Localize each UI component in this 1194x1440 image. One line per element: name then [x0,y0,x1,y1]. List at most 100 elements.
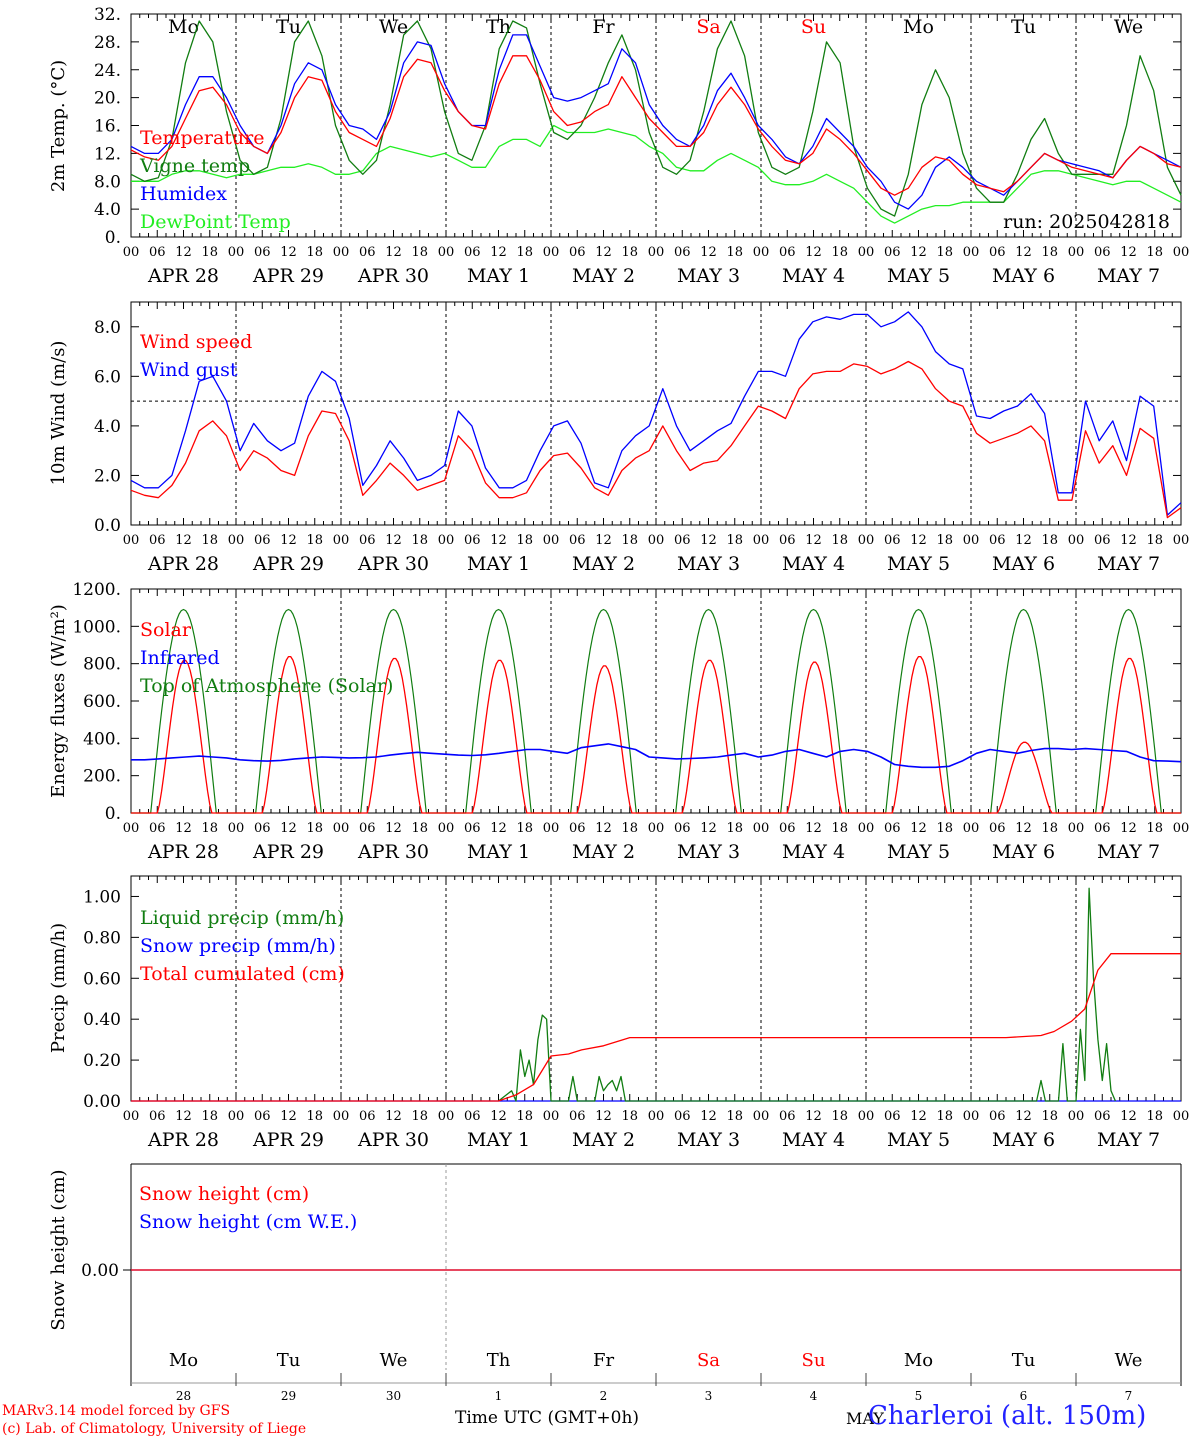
panel-1-hour-label: 06 [1094,245,1111,260]
panel-2-date-label: MAY 1 [467,553,530,575]
panel-1-ytick-label: 32. [94,5,121,25]
panel-1-hour-label: 12 [1120,245,1137,260]
panel-2-hour-label: 06 [464,533,481,548]
panel-1-hour-label: 06 [989,245,1006,260]
panel-2-hour-label: 06 [989,533,1006,548]
panel-4-hour-label: 12 [805,1109,822,1124]
series-liquid-precip-mm-h-line [498,887,1116,1102]
panel-4-hour-label: 18 [726,1109,743,1124]
panel-1-hour-label: 18 [306,245,323,260]
panel-3-hour-label: 00 [543,821,560,836]
panel-3-hour-label: 00 [1173,821,1190,836]
panel-2-hour-label: 12 [1120,533,1137,548]
panel-1-hour-label: 00 [648,245,665,260]
panel-2-hour-label: 06 [674,533,691,548]
panel-4-hour-label: 12 [175,1109,192,1124]
panel-2-frame [130,301,1182,526]
panel-3-hour-label: 18 [936,821,953,836]
panel-1-weekday: Fr [592,16,615,38]
panel-2-ytick-label: 0.0 [94,516,121,536]
panel-3-hour-label: 00 [123,821,140,836]
panel-4-hour-label: 18 [621,1109,638,1124]
panel-3-hour-label: 00 [333,821,350,836]
panel-3-hour-label: 12 [805,821,822,836]
panel-5-weekday: Mo [169,1350,198,1371]
panel-4-ytick-label: 0.00 [83,1092,121,1112]
panel-1-hour-label: 00 [1068,245,1085,260]
panel-2-date-label: MAY 5 [887,553,950,575]
panel-1-hour-label: 18 [831,245,848,260]
panel-1-hour-label: 18 [411,245,428,260]
panel-3-hour-label: 12 [595,821,612,836]
panel-4-hour-label: 12 [280,1109,297,1124]
panel-4-hour-label: 00 [963,1109,980,1124]
panel-4-date-label: APR 28 [147,1129,219,1151]
panel-2-ylabel: 10m Wind (m/s) [48,341,69,486]
panel-2-hour-label: 06 [884,533,901,548]
panel-2-hour-label: 12 [910,533,927,548]
panel-4-ytick-label: 0.20 [83,1051,121,1071]
panel-2-hour-label: 00 [543,533,560,548]
panel-4-legend-snow-precip-mm-h: Snow precip (mm/h) [140,935,336,957]
panel-4-ytick-label: 0.40 [83,1010,121,1030]
panel-4-hour-label: 00 [438,1109,455,1124]
panel-4-hour-label: 00 [543,1109,560,1124]
panel-1-date-label: MAY 2 [572,265,635,287]
panel-5-day-number: 7 [1125,1389,1133,1403]
panel-2-hour-label: 12 [385,533,402,548]
panel-4-hour-label: 00 [858,1109,875,1124]
series-solar-line [131,655,1181,814]
panel-2-hour-label: 06 [779,533,796,548]
panel-1-ytick-label: 12. [94,144,121,164]
panel-1-hour-label: 18 [201,245,218,260]
panel-4-hour-label: 00 [228,1109,245,1124]
panel-2-legend-wind-gust: Wind gust [140,359,238,381]
panel-3-date-label: APR 28 [147,841,219,863]
panel-4-hour-label: 18 [1146,1109,1163,1124]
panel-1-weekday: Mo [903,16,934,38]
panel-4-hour-label: 00 [753,1109,770,1124]
panel-1-ytick-label: 28. [94,33,121,53]
panel-2-hour-label: 00 [858,533,875,548]
month-label: MAY [846,1409,884,1428]
panel-4-hour-label: 12 [700,1109,717,1124]
panel-1-date-label: MAY 1 [467,265,530,287]
panel-1-ytick-label: 16. [94,117,121,137]
panel-3-hour-label: 06 [254,821,271,836]
panel-1-hour-label: 06 [884,245,901,260]
panel-1-hour-label: 00 [228,245,245,260]
panel-3-hour-label: 12 [175,821,192,836]
panel-2-hour-label: 18 [516,533,533,548]
panel-4-hour-label: 18 [831,1109,848,1124]
panel-3-hour-label: 12 [910,821,927,836]
panel-3-legend-infrared: Infrared [140,647,220,669]
panel-3-date-label: MAY 4 [782,841,845,863]
panel-5-day-number: 30 [386,1389,401,1403]
panel-5-day-number: 2 [600,1389,608,1403]
panel-3-date-label: MAY 5 [887,841,950,863]
panel-2-date-label: MAY 3 [677,553,740,575]
panel-1-ytick-label: 24. [94,61,121,81]
panel-1-weekday: Th [486,16,511,38]
panel-5-day-number: 1 [495,1389,503,1403]
panel-4-date-label: MAY 3 [677,1129,740,1151]
panel-2-hour-label: 00 [228,533,245,548]
panel-1-hour-label: 00 [1173,245,1190,260]
panel-1-date-label: APR 29 [252,265,324,287]
panel-4-date-label: MAY 4 [782,1129,845,1151]
panel-3-hour-label: 18 [411,821,428,836]
panel-4-hour-label: 12 [595,1109,612,1124]
panel-4-hour-label: 12 [385,1109,402,1124]
panel-3-hour-label: 18 [726,821,743,836]
panel-4-hour-label: 06 [779,1109,796,1124]
panel-3-hour-label: 12 [1120,821,1137,836]
panel-2-hour-label: 12 [280,533,297,548]
panel-5-weekday: Su [802,1350,826,1371]
panel-4-date-label: MAY 2 [572,1129,635,1151]
panel-2-ytick-label: 2.0 [94,466,121,486]
panel-1-date-label: MAY 6 [992,265,1055,287]
panel-1-hour-label: 12 [595,245,612,260]
panel-4-hour-label: 12 [1120,1109,1137,1124]
panel-4-hour-label: 12 [1015,1109,1032,1124]
